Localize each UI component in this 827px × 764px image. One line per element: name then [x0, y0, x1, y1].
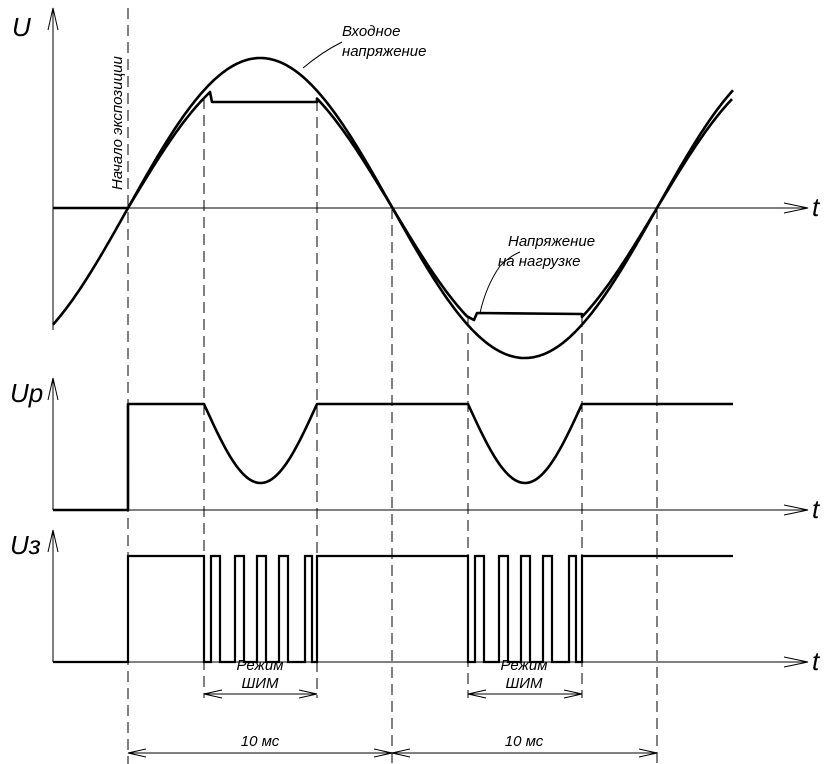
top-t-arrow — [783, 202, 809, 214]
interval1-dimension: 10 мс — [127, 733, 393, 758]
top-y-arrow — [47, 7, 59, 31]
interval2-dimension: 10 мс — [391, 733, 658, 758]
exposure-start-label: Начало экспозиции — [109, 55, 126, 190]
middle-y-arrow — [47, 377, 59, 401]
pwm2-label-line1: Режим — [501, 657, 548, 674]
pwm1-label-line1: Режим — [237, 657, 284, 674]
bottom-y-arrow — [47, 529, 59, 553]
bottom-axis-label: Uз — [10, 530, 41, 560]
middle-axis-label: Up — [10, 378, 43, 408]
guide-lines — [127, 8, 658, 764]
bottom-time-label: t — [812, 646, 821, 676]
middle-t-arrow — [783, 504, 809, 516]
pwm2-arrow-left — [467, 689, 487, 699]
pwm2-dimension: Режим ШИМ — [467, 657, 583, 699]
pwm1-arrow-right — [298, 689, 318, 699]
top-axis-label: U — [12, 12, 31, 42]
load-voltage-label-line1: Напряжение — [508, 233, 595, 250]
top-time-label: t — [812, 192, 821, 222]
middle-time-label: t — [812, 494, 821, 524]
pwm1-label-line2: ШИМ — [241, 675, 279, 692]
interval2-label: 10 мс — [505, 733, 544, 750]
load-voltage-label-line2: на нагрузке — [498, 253, 581, 270]
load-voltage-leader — [479, 251, 521, 314]
interval2-arrow-left — [391, 748, 411, 758]
load-voltage-curve — [53, 90, 733, 322]
input-voltage-label-line2: напряжение — [342, 43, 426, 60]
input-voltage-label-line1: Входное — [342, 23, 400, 40]
pwm2-arrow-right — [563, 689, 583, 699]
interval1-label: 10 мс — [241, 733, 280, 750]
regulator-voltage-curve — [53, 402, 733, 512]
interval1-arrow-left — [127, 748, 147, 758]
pwm1-dimension: Режим ШИМ — [203, 657, 318, 699]
input-voltage-leader — [302, 41, 343, 69]
bottom-t-arrow — [783, 656, 809, 668]
interval2-arrow-right — [638, 748, 658, 758]
gate-voltage-pulses — [53, 554, 733, 664]
pwm1-arrow-left — [203, 689, 223, 699]
pwm2-label-line2: ШИМ — [505, 675, 543, 692]
